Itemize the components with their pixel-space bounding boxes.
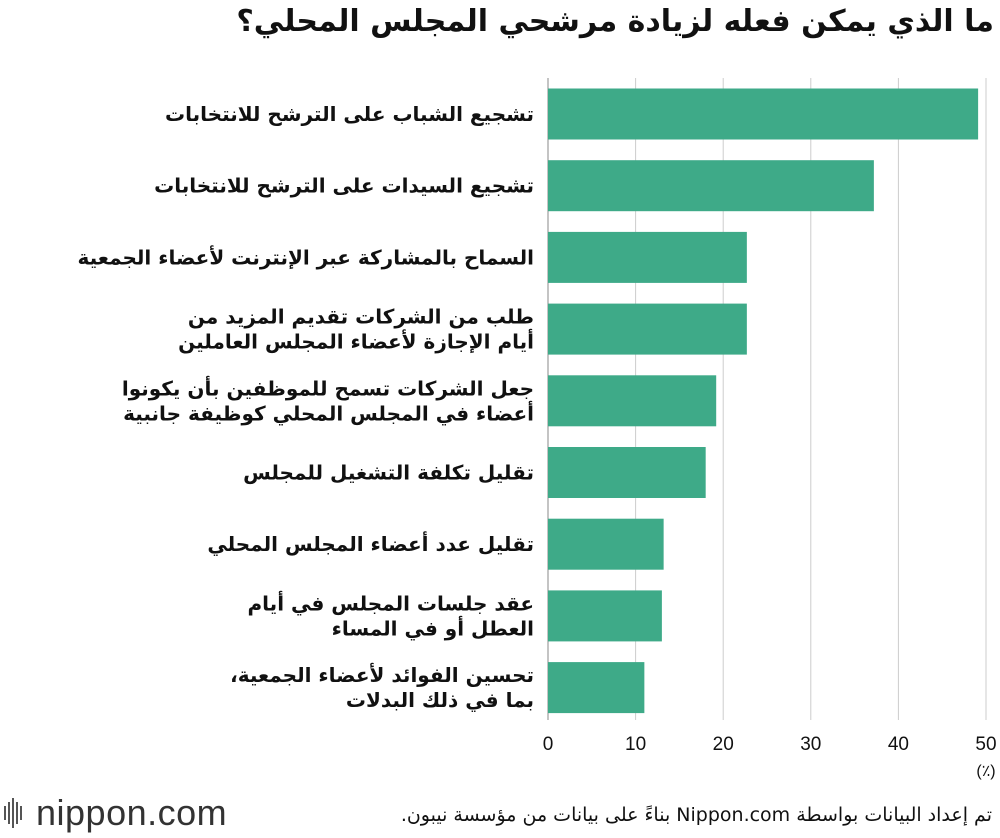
bar <box>548 590 662 642</box>
x-tick-label: 0 <box>543 734 554 755</box>
category-label: تشجيع الشباب على الترشح للانتخابات <box>165 102 534 126</box>
bar <box>548 518 664 570</box>
bars <box>548 88 979 714</box>
category-label: السماح بالمشاركة عبر الإنترنت لأعضاء الج… <box>77 244 534 269</box>
category-label: تحسين الفوائد لأعضاء الجمعية، <box>230 662 534 687</box>
category-label: تشجيع السيدات على الترشح للانتخابات <box>154 174 534 198</box>
category-label: بما في ذلك البدلات <box>346 688 534 713</box>
bar-chart: تشجيع الشباب على الترشح للانتخابات تشجيع … <box>77 78 997 780</box>
category-labels: تشجيع الشباب على الترشح للانتخابات تشجيع … <box>77 102 534 713</box>
bar <box>548 662 645 714</box>
chart-title: ما الذي يمكن فعله لزيادة مرشحي المجلس ال… <box>236 4 994 39</box>
bar <box>548 447 706 498</box>
x-tick-label: 40 <box>888 734 909 755</box>
x-unit-label: (٪) <box>976 763 995 780</box>
bar <box>548 160 874 212</box>
x-tick-label: 10 <box>625 734 646 755</box>
bar <box>548 231 747 283</box>
category-label: تقليل تكلفة التشغيل للمجلس <box>243 461 534 485</box>
category-label: تقليل عدد أعضاء المجلس المحلي <box>207 530 534 557</box>
category-label: أعضاء في المجلس المحلي كوظيفة جانبية <box>123 399 534 426</box>
category-label: جعل الشركات تسمح للموظفين بأن يكونوا <box>122 374 534 400</box>
category-label: العطل أو في المساء <box>332 614 534 641</box>
category-label: عقد جلسات المجلس في أيام <box>248 589 534 616</box>
x-tick-label: 20 <box>713 734 734 755</box>
footer: nippon.com تم إعداد البيانات بواسطة Nipp… <box>0 790 1000 838</box>
nippon-logo-text: nippon.com <box>36 792 228 833</box>
bar <box>548 303 747 355</box>
x-tick-label: 50 <box>975 734 996 755</box>
category-label: طلب من الشركات تقديم المزيد من <box>188 305 534 329</box>
nippon-logo-mark-icon <box>4 798 22 828</box>
category-label: أيام الإجازة لأعضاء المجلس العاملين <box>178 328 534 354</box>
x-axis-ticks: 0 10 20 30 40 50 (٪) <box>543 734 997 780</box>
bar <box>548 375 717 427</box>
bar <box>548 88 979 140</box>
nippon-logo: nippon.com <box>4 792 227 834</box>
source-note: تم إعداد البيانات بواسطة Nippon.com بناء… <box>400 804 992 826</box>
x-tick-label: 30 <box>800 734 821 755</box>
